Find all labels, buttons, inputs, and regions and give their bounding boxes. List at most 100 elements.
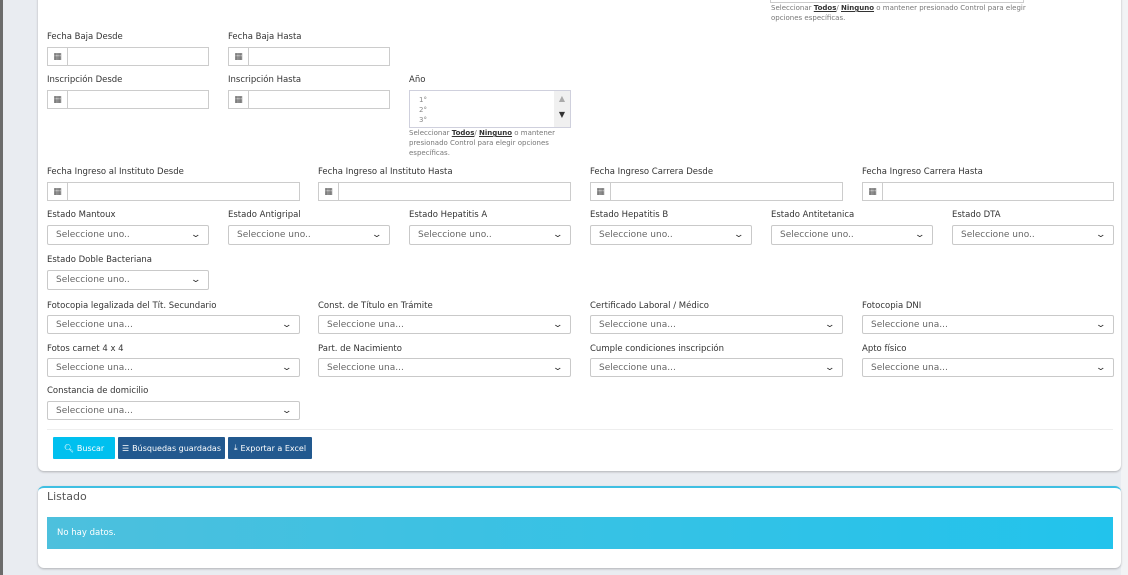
- anio-multiselect[interactable]: 1° 2° 3° ▲ ▼: [409, 90, 571, 128]
- calendar-icon: ▦: [48, 183, 68, 200]
- chevron-down-icon: ⌄: [190, 275, 202, 285]
- ingreso-instituto-desde-input[interactable]: ▦: [47, 182, 300, 201]
- part-nacimiento-select[interactable]: Seleccione una... ⌄: [318, 358, 571, 377]
- label-estado-doble-bacteriana: Estado Doble Bacteriana: [47, 255, 153, 265]
- select-value: Seleccione uno..: [56, 230, 130, 240]
- label-certificado: Certificado Laboral / Médico: [590, 301, 709, 311]
- label-fotos-carnet: Fotos carnet 4 x 4: [47, 344, 124, 354]
- select-value: Seleccione una...: [871, 362, 948, 373]
- label-fotocopia-dni: Fotocopia DNI: [862, 301, 922, 311]
- select-none-link[interactable]: Ninguno: [479, 129, 513, 137]
- no-data-alert: No hay datos.: [47, 517, 1113, 549]
- help-text-anio: Seleccionar Todos/ Ninguno o mantener pr…: [409, 128, 559, 158]
- select-value: Seleccione una...: [327, 319, 404, 330]
- chevron-down-icon: ⌄: [1095, 362, 1107, 373]
- calendar-icon: ▦: [863, 183, 883, 200]
- fecha-baja-desde-input[interactable]: ▦: [47, 47, 209, 66]
- label-inscripcion-desde: Inscripción Desde: [47, 75, 123, 85]
- filter-panel: [38, 0, 1121, 471]
- buscar-button[interactable]: 🔍︎ Buscar: [53, 437, 115, 459]
- certificado-select[interactable]: Seleccione una... ⌄: [590, 315, 843, 334]
- label-estado-antigripal: Estado Antigripal: [228, 210, 301, 220]
- constancia-domicilio-select[interactable]: Seleccione una... ⌄: [47, 401, 300, 420]
- exportar-excel-button[interactable]: ⤓ Exportar a Excel: [228, 437, 312, 459]
- chevron-down-icon: ⌄: [281, 405, 293, 416]
- option-1[interactable]: 1°: [419, 96, 427, 104]
- ingreso-instituto-hasta-input[interactable]: ▦: [318, 182, 571, 201]
- estado-dta-select[interactable]: Seleccione uno.. ⌄: [952, 225, 1114, 245]
- select-value: Seleccione una...: [327, 362, 404, 373]
- download-icon: ⤓: [233, 443, 238, 452]
- label-estado-mantoux: Estado Mantoux: [47, 210, 116, 220]
- select-value: Seleccione una...: [56, 319, 133, 330]
- fecha-baja-hasta-input[interactable]: ▦: [228, 47, 390, 66]
- option-3[interactable]: 3°: [419, 116, 427, 124]
- buscar-label: Buscar: [76, 443, 105, 453]
- help-sep: /: [474, 129, 479, 137]
- label-constancia-domicilio: Constancia de domicilio: [47, 386, 149, 396]
- select-value: Seleccione uno..: [418, 230, 492, 240]
- label-fotocopia-titulo: Fotocopia legalizada del Tít. Secundario: [47, 301, 217, 311]
- calendar-icon: ▦: [48, 91, 68, 108]
- scrollbar[interactable]: ▲ ▼: [554, 91, 570, 127]
- select-value: Seleccione uno..: [780, 230, 854, 240]
- cumple-condiciones-select[interactable]: Seleccione una... ⌄: [590, 358, 843, 377]
- label-const-titulo: Const. de Título en Trámite: [318, 301, 433, 311]
- chevron-down-icon: ⌄: [281, 319, 293, 330]
- label-fecha-baja-hasta: Fecha Baja Hasta: [228, 32, 302, 42]
- calendar-icon: ▦: [229, 48, 249, 65]
- estado-antitetanica-select[interactable]: Seleccione uno.. ⌄: [771, 225, 933, 245]
- ingreso-carrera-desde-input[interactable]: ▦: [590, 182, 843, 201]
- label-estado-antitetanica: Estado Antitetanica: [771, 210, 855, 220]
- calendar-icon: ▦: [48, 48, 68, 65]
- scroll-up-icon[interactable]: ▲: [558, 94, 566, 103]
- label-ingreso-instituto-desde: Fecha Ingreso al Instituto Desde: [47, 167, 184, 177]
- help-prefix: Seleccionar: [409, 129, 452, 137]
- calendar-icon: ▦: [591, 183, 611, 200]
- left-border: [0, 0, 3, 575]
- fotocopia-titulo-select[interactable]: Seleccione una... ⌄: [47, 315, 300, 334]
- select-none-link[interactable]: Ninguno: [841, 4, 875, 12]
- calendar-icon: ▦: [319, 183, 339, 200]
- inscripcion-desde-input[interactable]: ▦: [47, 90, 209, 109]
- estado-mantoux-select[interactable]: Seleccione uno.. ⌄: [47, 225, 209, 245]
- label-ingreso-instituto-hasta: Fecha Ingreso al Instituto Hasta: [318, 167, 453, 177]
- busquedas-guardadas-button[interactable]: ☰ Búsquedas guardadas: [118, 437, 225, 459]
- select-value: Seleccione uno..: [961, 230, 1035, 240]
- chevron-down-icon: ⌄: [190, 230, 202, 240]
- label-fecha-baja-desde: Fecha Baja Desde: [47, 32, 123, 42]
- select-value: Seleccione uno..: [56, 275, 130, 285]
- select-value: Seleccione uno..: [237, 230, 311, 240]
- fotos-carnet-select[interactable]: Seleccione una... ⌄: [47, 358, 300, 377]
- estado-antigripal-select[interactable]: Seleccione uno.. ⌄: [228, 225, 390, 245]
- const-titulo-select[interactable]: Seleccione una... ⌄: [318, 315, 571, 334]
- select-all-link[interactable]: Todos: [813, 4, 837, 12]
- chevron-down-icon: ⌄: [914, 230, 926, 240]
- scrollbar[interactable]: [1121, 0, 1128, 575]
- search-icon: 🔍︎: [63, 443, 74, 453]
- inscripcion-hasta-input[interactable]: ▦: [228, 90, 390, 109]
- chevron-down-icon: ⌄: [1095, 319, 1107, 330]
- help-prefix: Seleccionar: [771, 4, 814, 12]
- ingreso-carrera-hasta-input[interactable]: ▦: [862, 182, 1114, 201]
- busquedas-label: Búsquedas guardadas: [132, 443, 221, 453]
- label-part-nacimiento: Part. de Nacimiento: [318, 344, 402, 354]
- label-estado-hepatitis-a: Estado Hepatitis A: [409, 210, 488, 220]
- estado-doble-bacteriana-select[interactable]: Seleccione uno.. ⌄: [47, 270, 209, 290]
- estado-hepatitis-b-select[interactable]: Seleccione uno.. ⌄: [590, 225, 752, 245]
- estado-hepatitis-a-select[interactable]: Seleccione uno.. ⌄: [409, 225, 571, 245]
- multiselect-partial[interactable]: [770, 0, 1024, 3]
- scroll-down-icon[interactable]: ▼: [558, 110, 566, 119]
- chevron-down-icon: ⌄: [1095, 230, 1107, 240]
- chevron-down-icon: ⌄: [824, 362, 836, 373]
- fotocopia-dni-select[interactable]: Seleccione una... ⌄: [862, 315, 1114, 334]
- apto-fisico-select[interactable]: Seleccione una... ⌄: [862, 358, 1114, 377]
- option-2[interactable]: 2°: [419, 106, 427, 114]
- help-text-top: Seleccionar Todos/ Ninguno o mantener pr…: [771, 3, 1031, 23]
- select-value: Seleccione una...: [599, 319, 676, 330]
- label-anio: Año: [409, 75, 426, 85]
- divider: [47, 429, 1113, 430]
- select-all-link[interactable]: Todos: [451, 129, 475, 137]
- help-suffix: o mantener presionado Control para elegi…: [771, 4, 1026, 22]
- label-inscripcion-hasta: Inscripción Hasta: [228, 75, 302, 85]
